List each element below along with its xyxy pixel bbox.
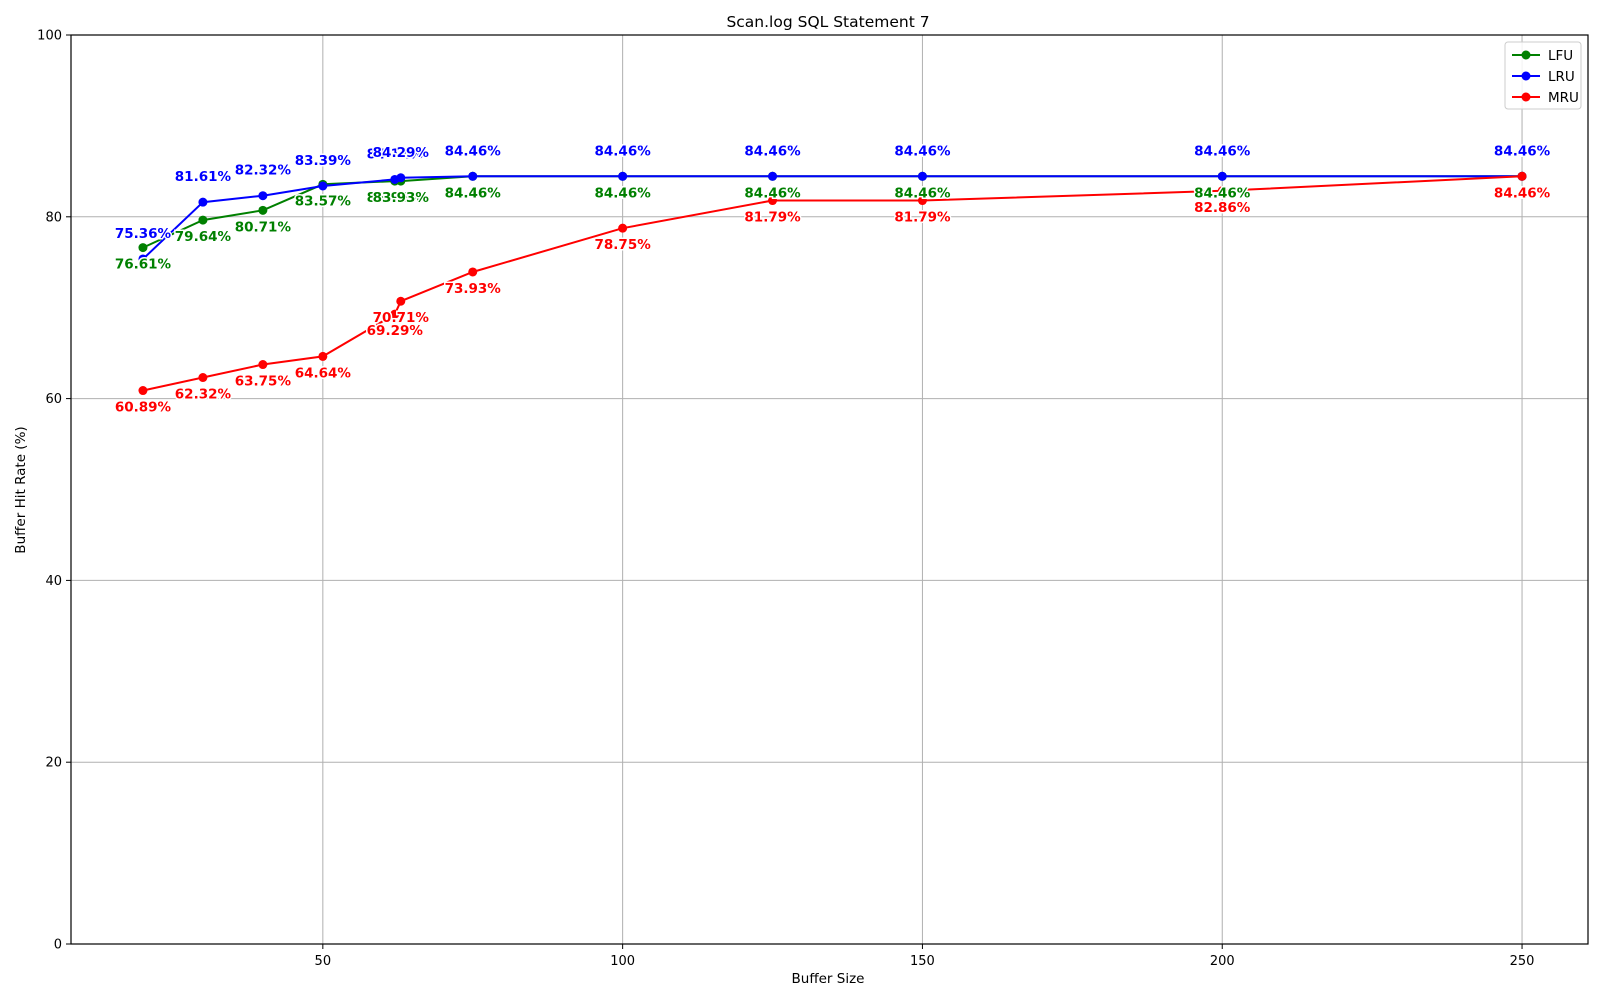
mru-data-label: 73.93% bbox=[445, 281, 502, 297]
legend-mru-label: MRU bbox=[1548, 90, 1579, 106]
lru-data-label: 84.46% bbox=[595, 143, 652, 159]
mru-data-point bbox=[468, 267, 478, 277]
x-tick-label: 250 bbox=[1510, 954, 1535, 969]
grid bbox=[71, 34, 1588, 945]
y-tick-label: 80 bbox=[45, 210, 62, 225]
plot-series bbox=[138, 171, 1527, 396]
lfu-data-label: 84.46% bbox=[445, 185, 502, 201]
lru-data-point bbox=[198, 197, 208, 207]
mru-data-point bbox=[198, 373, 208, 383]
mru-data-point bbox=[318, 351, 328, 361]
legend-lru-label: LRU bbox=[1548, 69, 1575, 85]
data-labels: 76.61%79.64%80.71%83.57% 83.93%83.93% 84.4… bbox=[113, 142, 1552, 417]
lfu-data-point bbox=[258, 205, 268, 215]
legend-lfu-marker bbox=[1521, 50, 1531, 60]
legend-lfu-label: LFU bbox=[1548, 48, 1573, 64]
lfu-data-label: 83.93% bbox=[373, 190, 430, 206]
lru-data-point bbox=[618, 171, 628, 181]
lru-data-point bbox=[258, 191, 268, 201]
lfu-data-label: 76.61% bbox=[115, 257, 172, 273]
lfu-data-label: 84.46% bbox=[1494, 185, 1551, 201]
mru-data-label: 64.64% bbox=[295, 365, 352, 381]
x-tick-label: 150 bbox=[910, 954, 935, 969]
y-axis-title: Buffer Hit Rate (%) bbox=[13, 426, 29, 553]
lru-series-line bbox=[142, 175, 1522, 260]
legend: LFU LRU MRU bbox=[1504, 41, 1582, 110]
lru-data-point bbox=[396, 173, 406, 183]
lru-data-label: 81.61% bbox=[175, 169, 232, 185]
mru-data-label: 84.46% bbox=[1494, 185, 1551, 201]
legend-lru-marker bbox=[1521, 71, 1531, 81]
mru-data-label: 70.71% bbox=[373, 310, 430, 326]
mru-data-label: 81.79% bbox=[894, 210, 951, 226]
mru-data-point bbox=[1517, 171, 1527, 181]
lfu-data-label: 84.46% bbox=[744, 185, 801, 201]
y-tick-label: 60 bbox=[45, 392, 62, 407]
mru-data-point bbox=[768, 196, 778, 206]
lru-data-point bbox=[468, 171, 478, 181]
legend-mru-marker bbox=[1521, 92, 1531, 102]
y-tick-label: 0 bbox=[54, 938, 62, 953]
lfu-data-label: 84.46% bbox=[1194, 185, 1251, 201]
mru-data-label: 82.86% bbox=[1194, 200, 1251, 216]
mru-data-point bbox=[138, 386, 148, 396]
lru-data-label: 84.46% bbox=[1494, 143, 1551, 159]
x-tick-label: 100 bbox=[610, 954, 635, 969]
mru-data-label: 62.32% bbox=[175, 387, 232, 403]
lru-data-label: 82.32% bbox=[235, 163, 292, 179]
lru-data-label: 75.36% bbox=[115, 226, 172, 242]
lfu-data-label: 84.46% bbox=[595, 185, 652, 201]
mru-data-label: 60.89% bbox=[115, 400, 172, 416]
mru-data-point bbox=[258, 360, 268, 370]
mru-data-label: 81.79% bbox=[744, 210, 801, 226]
mru-data-point bbox=[917, 196, 927, 206]
mru-data-label: 78.75% bbox=[595, 237, 652, 253]
x-tick-label: 200 bbox=[1210, 954, 1235, 969]
lru-data-label: 83.39% bbox=[295, 153, 352, 169]
lru-data-point bbox=[917, 171, 927, 181]
lru-data-label: 84.46% bbox=[445, 143, 502, 159]
plot-frame bbox=[70, 34, 1589, 945]
y-tick-label: 20 bbox=[45, 756, 62, 771]
x-axis-title: Buffer Size bbox=[792, 971, 865, 987]
lru-data-label: 84.29% bbox=[373, 145, 430, 161]
mru-series-line bbox=[142, 175, 1523, 392]
lru-data-point bbox=[318, 181, 328, 191]
lfu-data-label: 83.57% bbox=[295, 193, 352, 209]
lru-data-point bbox=[1217, 171, 1227, 181]
mru-data-point bbox=[390, 309, 400, 319]
y-tick-label: 40 bbox=[45, 574, 62, 589]
lru-data-point bbox=[768, 171, 778, 181]
mru-data-point bbox=[618, 223, 628, 233]
lru-data-label: 84.46% bbox=[744, 143, 801, 159]
y-tick-label: 100 bbox=[37, 29, 62, 44]
lfu-data-label: 79.64% bbox=[175, 229, 232, 245]
lru-data-label: 84.46% bbox=[894, 143, 951, 159]
lru-data-point bbox=[138, 254, 148, 264]
x-tick-label: 50 bbox=[315, 954, 332, 969]
lfu-data-point bbox=[198, 215, 208, 225]
lfu-data-point bbox=[138, 243, 148, 253]
chart-title: Scan.log SQL Statement 7 bbox=[726, 13, 929, 31]
lfu-data-label: 80.71% bbox=[235, 219, 292, 235]
mru-data-point bbox=[1217, 186, 1227, 196]
mru-data-label: 69.29% bbox=[367, 323, 424, 339]
lru-data-label: 84.11% bbox=[367, 146, 424, 162]
lfu-data-label: 84.46% bbox=[894, 185, 951, 201]
axes: 50 100 150 200 250 0 20 40 60 80 100 bbox=[37, 29, 1534, 970]
mru-data-label: 63.75% bbox=[235, 374, 292, 390]
mru-data-point bbox=[396, 296, 406, 306]
lfu-data-label: 83.93% bbox=[367, 190, 424, 206]
lru-data-label: 84.46% bbox=[1194, 143, 1251, 159]
